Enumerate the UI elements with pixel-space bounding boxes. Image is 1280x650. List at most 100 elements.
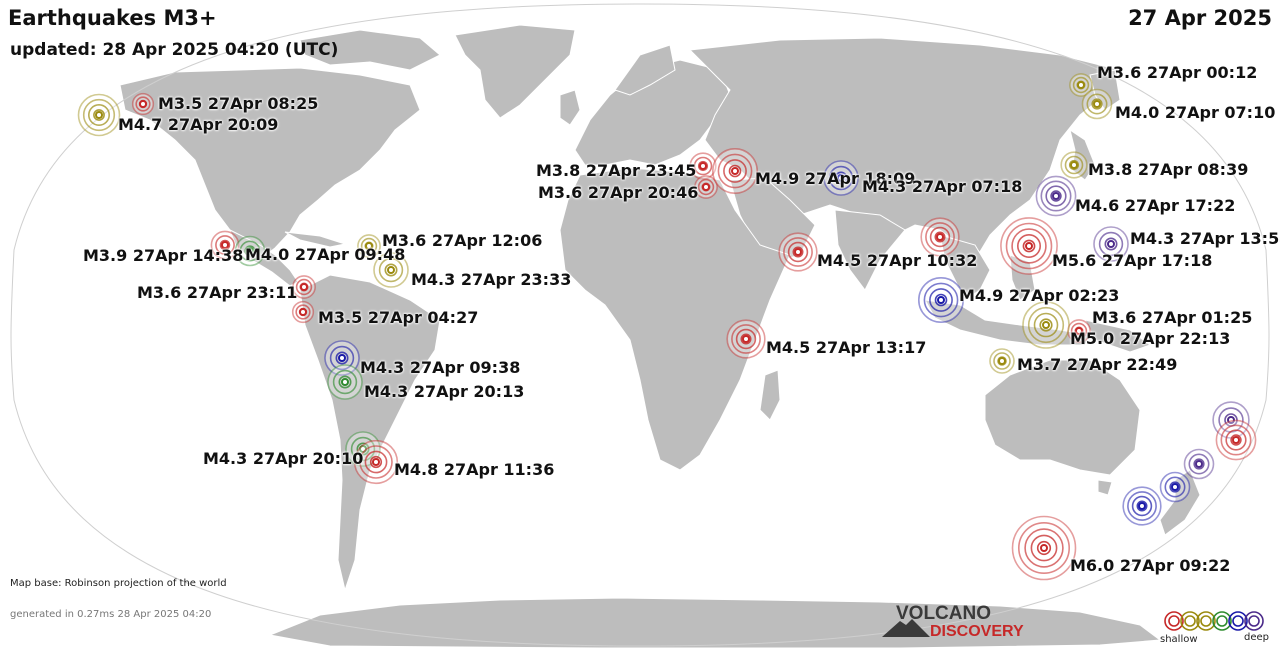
quake-marker[interactable] xyxy=(1060,151,1088,179)
quake-label[interactable]: M4.6 27Apr 17:22 xyxy=(1075,196,1236,215)
quake-marker[interactable] xyxy=(1122,486,1162,526)
quake-marker[interactable] xyxy=(711,148,758,195)
north-america xyxy=(119,67,421,259)
quake-marker[interactable] xyxy=(823,160,859,196)
quake-marker[interactable] xyxy=(917,276,964,323)
legend-ring xyxy=(1228,611,1248,631)
quake-label[interactable]: M3.9 27Apr 14:38 xyxy=(83,246,244,265)
quake-ring xyxy=(378,257,404,283)
quake-epicenter xyxy=(937,296,945,304)
quake-label[interactable]: M4.8 27Apr 11:36 xyxy=(394,460,555,479)
quake-epicenter xyxy=(1075,327,1083,335)
quake-label[interactable]: M4.3 27Apr 20:10 xyxy=(203,449,364,468)
quake-ring xyxy=(1086,93,1108,115)
quake-epicenter xyxy=(794,248,802,256)
quake-label[interactable]: M6.0 27Apr 09:22 xyxy=(1070,556,1231,575)
quake-marker[interactable] xyxy=(353,439,399,485)
legend-ring xyxy=(1216,615,1228,627)
new-guinea xyxy=(1084,319,1152,353)
philippines xyxy=(1009,254,1036,301)
quake-marker[interactable] xyxy=(345,431,381,467)
quake-marker[interactable] xyxy=(234,235,266,267)
legend-ring xyxy=(1200,615,1212,627)
australia xyxy=(984,359,1141,476)
quake-marker[interactable] xyxy=(357,234,381,258)
quake-label[interactable]: M4.3 27Apr 23:33 xyxy=(411,270,572,289)
quake-ring xyxy=(1091,98,1103,110)
quake-marker[interactable] xyxy=(694,175,718,199)
quake-label[interactable]: M5.0 27Apr 22:13 xyxy=(1070,329,1231,348)
quake-marker[interactable] xyxy=(1215,419,1257,461)
quake-label[interactable]: M4.7 27Apr 20:09 xyxy=(118,115,279,134)
quake-ring xyxy=(993,352,1011,370)
quake-epicenter xyxy=(365,242,373,250)
quake-marker[interactable] xyxy=(131,92,155,116)
quake-label[interactable]: M5.6 27Apr 17:18 xyxy=(1052,251,1213,270)
quake-label[interactable]: M3.6 27Apr 23:11 xyxy=(137,283,298,302)
legend-ring xyxy=(1212,611,1232,631)
quake-marker[interactable] xyxy=(1183,448,1215,480)
quake-marker[interactable] xyxy=(327,364,363,400)
tasmania xyxy=(1097,479,1113,496)
quake-label[interactable]: M4.9 27Apr 02:23 xyxy=(959,286,1120,305)
quake-label[interactable]: M3.5 27Apr 08:25 xyxy=(158,94,319,113)
quake-ring xyxy=(1131,495,1153,517)
quake-ring xyxy=(1104,237,1118,251)
quake-label[interactable]: M3.7 27Apr 22:49 xyxy=(1017,355,1178,374)
quake-label[interactable]: M4.0 27Apr 09:48 xyxy=(245,245,406,264)
quake-label[interactable]: M3.5 27Apr 04:27 xyxy=(318,308,479,327)
quake-marker[interactable] xyxy=(210,230,240,260)
quake-marker[interactable] xyxy=(1069,73,1093,97)
quake-marker[interactable] xyxy=(989,348,1015,374)
map-title: Earthquakes M3+ xyxy=(8,6,217,30)
quake-marker[interactable] xyxy=(920,217,960,257)
central-america xyxy=(229,228,299,287)
quake-label[interactable]: M3.8 27Apr 23:45 xyxy=(536,161,697,180)
quake-ring xyxy=(295,304,311,320)
quake-marker[interactable] xyxy=(1022,301,1070,349)
quake-label[interactable]: M4.5 27Apr 10:32 xyxy=(817,251,978,270)
quake-label[interactable]: M4.3 27Apr 09:38 xyxy=(360,358,521,377)
quake-ring xyxy=(369,455,383,469)
quake-label[interactable]: M4.3 27Apr 13:54 xyxy=(1130,229,1280,248)
caribbean xyxy=(284,231,347,248)
quake-marker[interactable] xyxy=(292,275,316,299)
quake-ring xyxy=(925,222,955,252)
quake-marker[interactable] xyxy=(726,319,766,359)
quake-label[interactable]: M3.6 27Apr 01:25 xyxy=(1092,308,1253,327)
quake-label[interactable]: M4.0 27Apr 07:10 xyxy=(1115,103,1276,122)
quake-ring xyxy=(88,104,111,127)
quake-epicenter xyxy=(341,378,349,386)
quake-marker[interactable] xyxy=(1000,217,1058,275)
quake-ring xyxy=(697,178,715,196)
quake-marker[interactable] xyxy=(1067,319,1091,343)
quake-ring xyxy=(731,324,761,354)
quake-label[interactable]: M4.5 27Apr 13:17 xyxy=(766,338,927,357)
quake-epicenter xyxy=(299,308,307,316)
quake-label[interactable]: M3.6 27Apr 20:46 xyxy=(538,183,699,202)
quake-label[interactable]: M3.6 27Apr 00:12 xyxy=(1097,63,1258,82)
quake-ring xyxy=(1068,159,1080,171)
quake-marker[interactable] xyxy=(77,93,121,137)
quake-label[interactable]: M4.3 27Apr 20:13 xyxy=(364,382,525,401)
quake-marker[interactable] xyxy=(1093,226,1129,262)
quake-label[interactable]: M4.9 27Apr 18:09 xyxy=(755,169,916,188)
quake-epicenter xyxy=(95,111,103,119)
quake-marker[interactable] xyxy=(373,252,409,288)
quake-marker[interactable] xyxy=(291,300,315,324)
quake-marker[interactable] xyxy=(1011,515,1077,581)
quake-ring xyxy=(740,333,752,345)
quake-label[interactable]: M3.6 27Apr 12:06 xyxy=(382,231,543,250)
quake-label[interactable]: M3.8 27Apr 08:39 xyxy=(1088,160,1249,179)
quake-epicenter xyxy=(338,354,346,362)
quake-marker[interactable] xyxy=(1081,88,1113,120)
quake-ring xyxy=(1072,76,1090,94)
quake-marker[interactable] xyxy=(689,152,717,180)
depth-legend-rings xyxy=(1164,611,1264,631)
quake-marker[interactable] xyxy=(324,340,360,376)
quake-label[interactable]: M4.3 27Apr 07:18 xyxy=(862,177,1023,196)
quake-marker[interactable] xyxy=(1035,175,1077,217)
quake-marker[interactable] xyxy=(778,232,818,272)
quake-marker[interactable] xyxy=(1159,471,1191,503)
volcano-discovery-logo[interactable]: VOLCANO DISCOVERY xyxy=(880,603,1040,641)
